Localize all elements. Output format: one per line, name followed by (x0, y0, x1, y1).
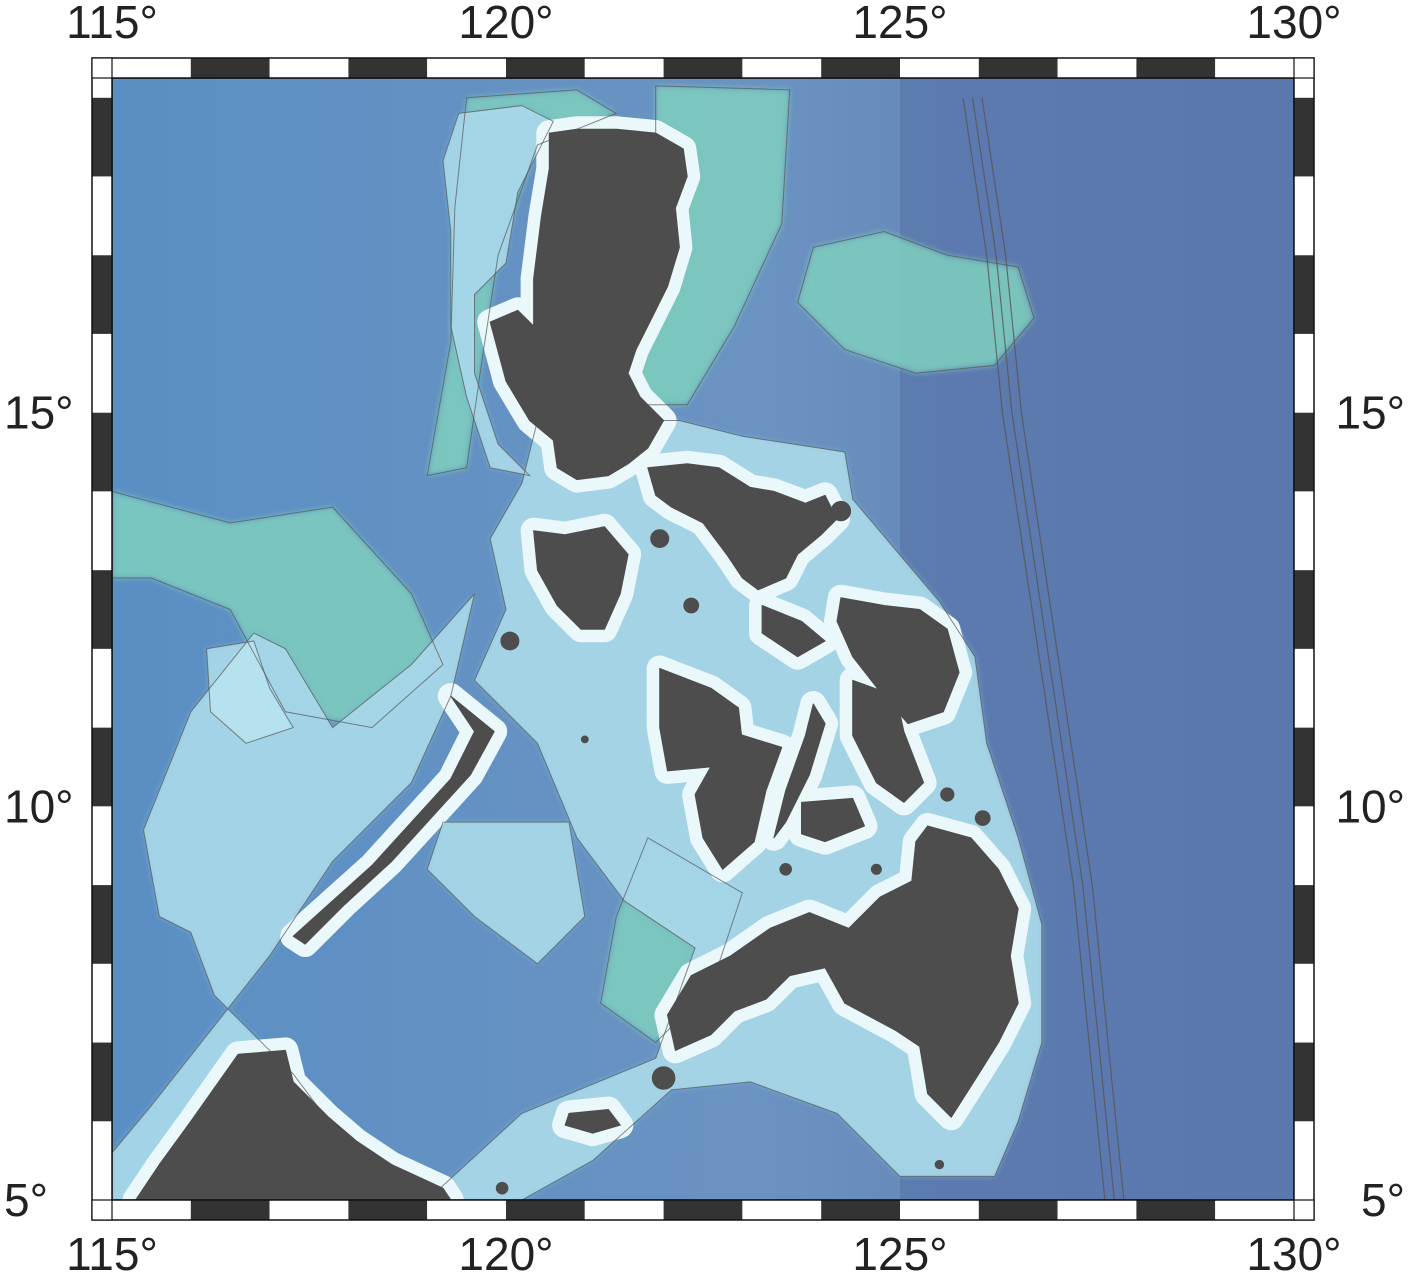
frame-right-segment (1294, 806, 1314, 885)
island-tawi-tawi (496, 1182, 509, 1195)
frame-right-segment (1294, 413, 1314, 492)
frame-top-segment (742, 58, 821, 78)
frame-bottom-segment (1058, 1200, 1137, 1220)
frame-right-segment (1294, 570, 1314, 649)
frame-left-segment (92, 649, 112, 728)
frame-top-segment (348, 58, 427, 78)
frame-left-segment (92, 570, 112, 649)
island-siquijor (779, 863, 792, 876)
frame-top-segment (1215, 58, 1294, 78)
right-axis-label: 15° (1335, 387, 1405, 439)
frame-top-segment (900, 58, 979, 78)
island-catanduanes (831, 501, 851, 521)
frame-right-segment (1294, 885, 1314, 964)
frame-corner (92, 58, 112, 78)
frame-left-segment (92, 491, 112, 570)
island-jolo (581, 1113, 597, 1129)
frame-top-segment (1058, 58, 1137, 78)
island-camiguin (871, 864, 882, 875)
frame-right-segment (1294, 176, 1314, 255)
frame-bottom-segment (270, 1200, 349, 1220)
frame-left-segment (92, 78, 112, 98)
frame-corner (1294, 58, 1314, 78)
frame-right-segment (1294, 334, 1314, 413)
frame-top-segment (427, 58, 506, 78)
island-siargao (975, 810, 991, 826)
frame-left-segment (92, 98, 112, 177)
frame-left-segment (92, 964, 112, 1043)
frame-left-segment (92, 176, 112, 255)
left-axis-label: 10° (4, 780, 74, 832)
frame-top-segment (1136, 58, 1215, 78)
frame-top-segment (191, 58, 270, 78)
right-axis-label: 5° (1361, 1174, 1405, 1226)
frame-right-segment (1294, 1121, 1314, 1200)
frame-left-segment (92, 413, 112, 492)
left-axis-label: 5° (4, 1174, 48, 1226)
island-marinduque (650, 529, 669, 548)
frame-top-segment (585, 58, 664, 78)
bottom-axis-label: 120° (458, 1228, 553, 1280)
frame-bottom-segment (348, 1200, 427, 1220)
frame-bottom-segment (664, 1200, 743, 1220)
frame-bottom-segment (1215, 1200, 1294, 1220)
frame-bottom-segment (979, 1200, 1058, 1220)
frame-right-segment (1294, 1043, 1314, 1122)
frame-corner (1294, 1200, 1314, 1220)
bottom-axis-label: 130° (1246, 1228, 1341, 1280)
frame-left-segment (92, 885, 112, 964)
frame-left-segment (92, 728, 112, 807)
frame-right-segment (1294, 78, 1314, 98)
frame-right-segment (1294, 255, 1314, 334)
frame-bottom-segment (900, 1200, 979, 1220)
frame-bottom-segment (585, 1200, 664, 1220)
frame-bottom-segment (821, 1200, 900, 1220)
frame-left-segment (92, 1121, 112, 1200)
frame-top-segment (270, 58, 349, 78)
island-busuanga (500, 632, 519, 651)
frame-bottom-segment (1136, 1200, 1215, 1220)
frame-right-segment (1294, 491, 1314, 570)
frame-bottom-segment (742, 1200, 821, 1220)
frame-right-segment (1294, 964, 1314, 1043)
top-axis-label: 125° (852, 0, 947, 48)
top-axis-label: 120° (458, 0, 553, 48)
right-axis-label: 10° (1335, 780, 1405, 832)
frame-bottom-segment (506, 1200, 585, 1220)
frame-left-segment (92, 806, 112, 885)
frame-left-segment (92, 255, 112, 334)
frame-right-segment (1294, 649, 1314, 728)
frame-left-segment (92, 1043, 112, 1122)
frame-corner (92, 1200, 112, 1220)
map-area (112, 78, 1294, 1200)
frame-top-segment (506, 58, 585, 78)
frame-bottom-segment (112, 1200, 191, 1220)
bottom-axis-label: 115° (66, 1228, 158, 1280)
frame-top-segment (979, 58, 1058, 78)
island-sarangani (935, 1160, 944, 1169)
left-axis-label: 15° (4, 387, 74, 439)
island-dinagat (940, 787, 954, 801)
island-cuyo (581, 736, 589, 744)
top-axis-label: 115° (66, 0, 158, 48)
frame-top-segment (112, 58, 191, 78)
frame-left-segment (92, 334, 112, 413)
frame-top-segment (821, 58, 900, 78)
frame-bottom-segment (427, 1200, 506, 1220)
island-basilan (652, 1066, 676, 1090)
frame-right-segment (1294, 98, 1314, 177)
top-axis-label: 130° (1246, 0, 1341, 48)
bottom-axis-label: 125° (852, 1228, 947, 1280)
frame-right-segment (1294, 728, 1314, 807)
frame-bottom-segment (191, 1200, 270, 1220)
island-romblon (683, 598, 699, 614)
frame-top-segment (664, 58, 743, 78)
